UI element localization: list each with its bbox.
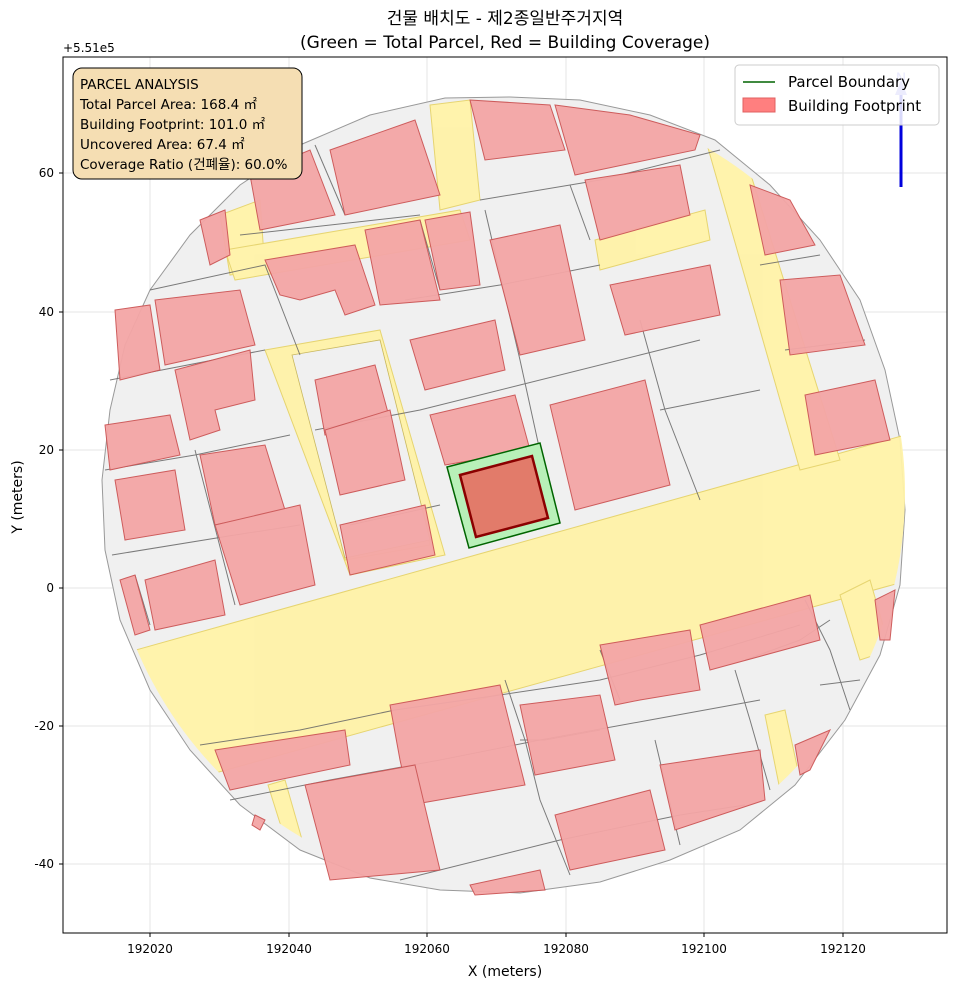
building (144, 559, 226, 631)
info-box-background (72, 67, 303, 180)
building (609, 264, 721, 336)
building (794, 729, 832, 776)
block-line-22 (504, 679, 571, 876)
chart-title-line2: (Green = Total Parcel, Red = Building Co… (300, 33, 710, 53)
y-offset-label: +5.51e5 (63, 41, 115, 55)
x-tick-label: 192080 (543, 942, 589, 956)
x-tick-label: 192040 (266, 942, 312, 956)
legend-swatch-building (742, 97, 776, 113)
legend-label-parcel: Parcel Boundary (788, 73, 910, 91)
building (804, 379, 891, 456)
y-tick-label: 40 (39, 305, 54, 319)
x-tick-label: 192100 (681, 942, 727, 956)
block-line-30 (819, 679, 861, 686)
building (214, 504, 316, 606)
plot-border (62, 56, 948, 934)
legend-background (734, 64, 940, 126)
y-ticks: 60 40 20 0 -20 -40 (34, 166, 63, 871)
building (199, 209, 231, 266)
y-tick-label: 0 (46, 581, 54, 595)
building (409, 319, 506, 391)
y-tick-label: -40 (34, 857, 54, 871)
building (114, 469, 186, 541)
building (699, 594, 821, 671)
building (104, 414, 181, 471)
building (174, 349, 256, 441)
x-ticks: 192020 192040 192060 192080 192100 19212… (127, 933, 866, 956)
block-line-17 (314, 144, 346, 216)
building (549, 379, 671, 511)
building (469, 869, 546, 896)
building (779, 274, 866, 356)
x-tick-label: 192120 (820, 942, 866, 956)
building (329, 119, 441, 216)
buildings (104, 99, 896, 896)
x-axis-label: X (meters) (468, 964, 542, 980)
map-content: N (101, 71, 907, 896)
info-line-title: PARCEL ANALYSIS (80, 77, 199, 93)
building (554, 789, 666, 871)
building (469, 99, 566, 161)
info-line-parcel-area: Total Parcel Area: 168.4 ㎡ (79, 97, 257, 113)
building (424, 211, 481, 291)
building (324, 409, 406, 496)
building (749, 184, 816, 256)
building (264, 244, 376, 316)
y-tick-label: -20 (34, 719, 54, 733)
block-line-12 (659, 389, 761, 411)
building (119, 574, 151, 636)
building (584, 164, 691, 241)
building (214, 729, 351, 791)
building (304, 764, 441, 881)
building (874, 589, 896, 641)
building (389, 684, 526, 806)
building (659, 749, 766, 831)
block-line-25 (734, 669, 771, 791)
block-line-13 (759, 254, 821, 266)
info-box: PARCEL ANALYSIS Total Parcel Area: 168.4… (72, 67, 303, 180)
building (339, 504, 436, 576)
block-line-9 (569, 184, 591, 241)
building (251, 814, 266, 831)
y-axis-label: Y (meters) (10, 460, 26, 534)
y-tick-label: 60 (39, 166, 54, 180)
x-tick-label: 192020 (127, 942, 173, 956)
building (599, 629, 701, 706)
block-line-19 (194, 449, 236, 606)
building (364, 219, 441, 306)
road-main-horizontal (105, 434, 905, 806)
block-line-16 (239, 214, 421, 236)
y-tick-label: 20 (39, 443, 54, 457)
building (489, 224, 586, 356)
legend: Parcel Boundary Building Footprint (734, 64, 940, 126)
building (554, 104, 701, 176)
chart-title-line1: 건물 배치도 - 제2종일반주거지역 (387, 9, 623, 29)
building-footprint-target (458, 454, 550, 539)
x-tick-label: 192060 (404, 942, 450, 956)
info-line-footprint: Building Footprint: 101.0 ㎡ (80, 117, 266, 133)
building (114, 304, 161, 381)
block-line-1 (149, 264, 301, 356)
legend-label-building: Building Footprint (788, 97, 921, 115)
block-line-11 (639, 319, 701, 501)
info-line-coverage: Coverage Ratio (건폐율): 60.0% (80, 157, 288, 173)
info-line-uncovered: Uncovered Area: 67.4 ㎡ (80, 137, 245, 153)
building (519, 694, 616, 776)
building (154, 289, 256, 366)
